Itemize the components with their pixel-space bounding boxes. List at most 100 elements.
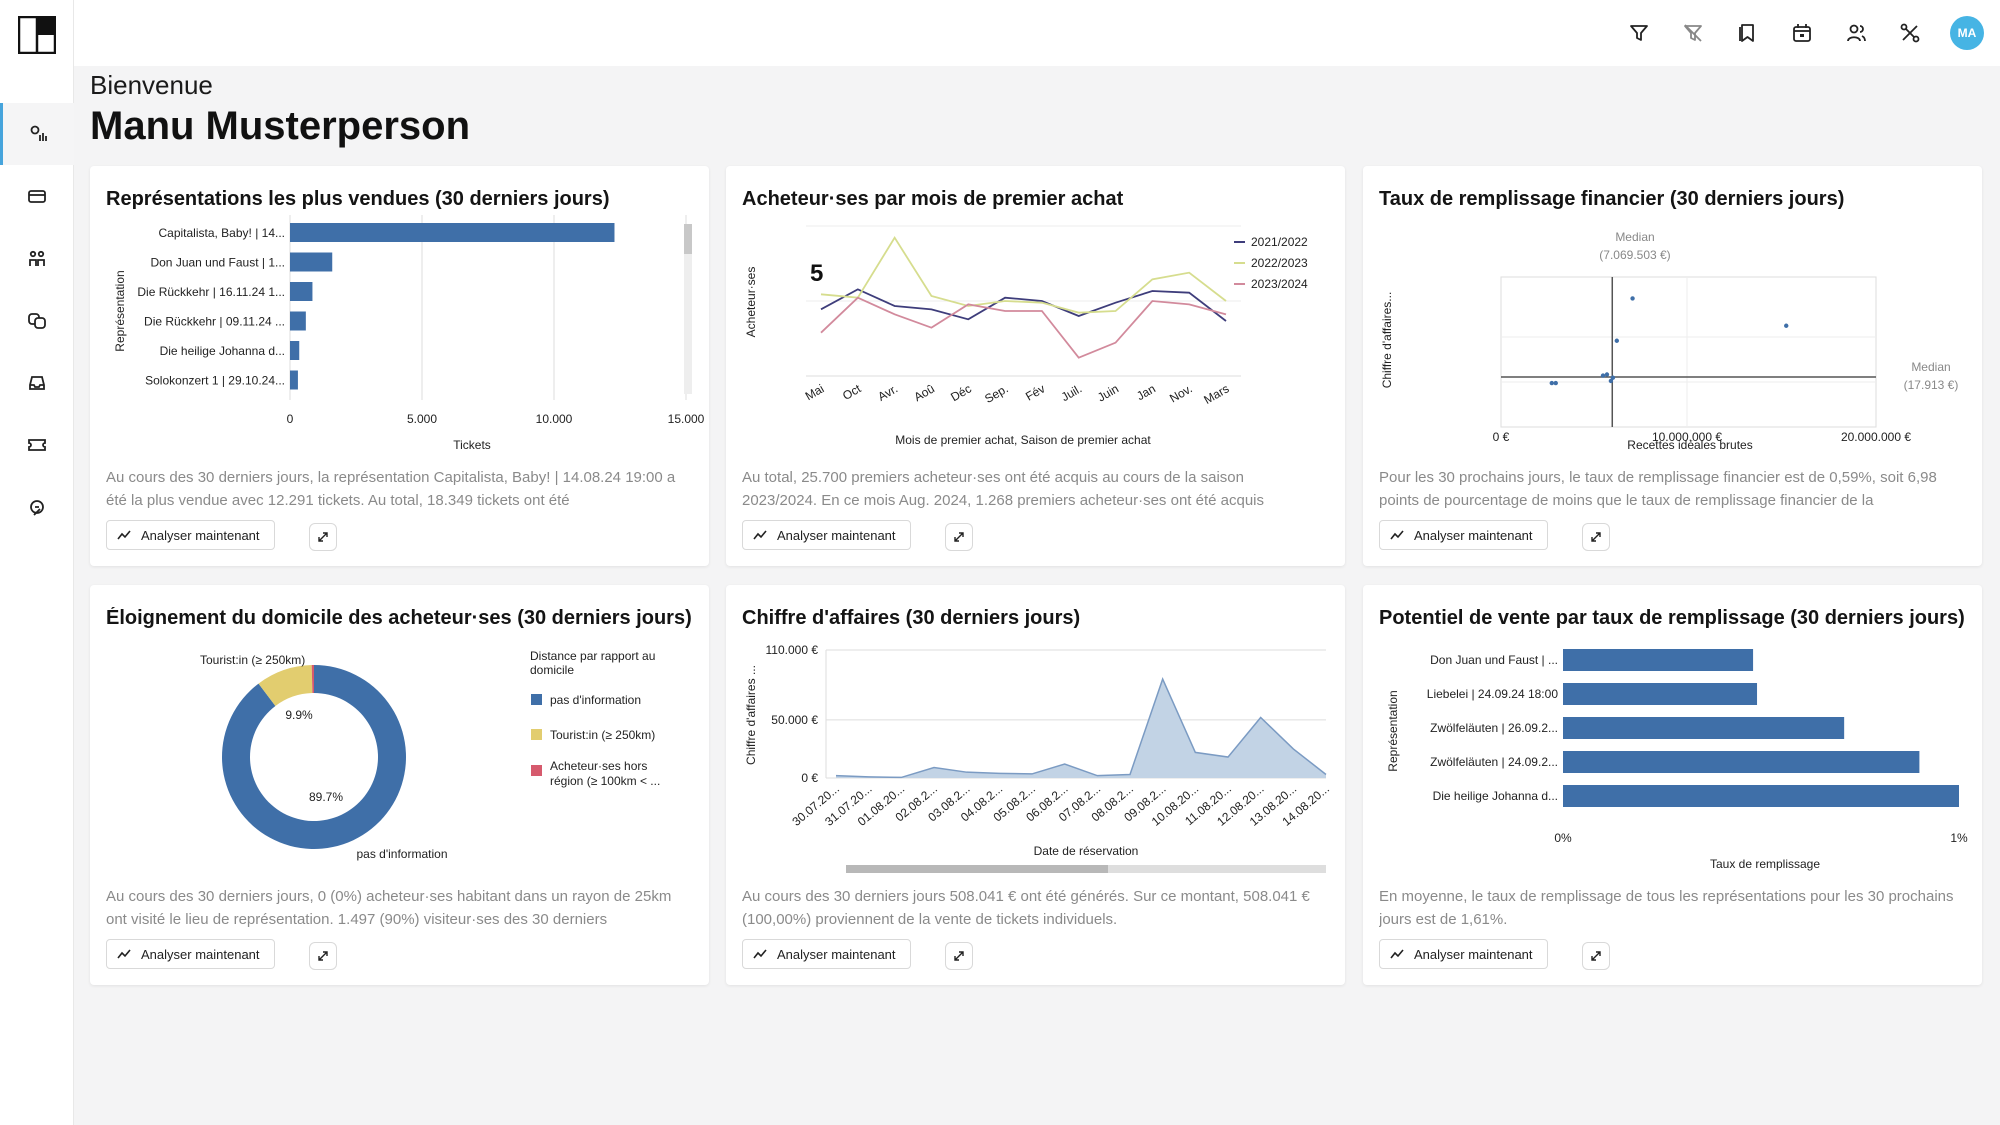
area-line xyxy=(835,677,1327,779)
tools-button[interactable] xyxy=(1894,17,1926,49)
sidebar-item-audience[interactable] xyxy=(0,228,74,290)
area-fill xyxy=(836,679,1326,778)
x-tick-label: 20.000.000 € xyxy=(1841,430,1911,444)
expand-icon xyxy=(318,532,328,542)
analyze-button-label: Analyser maintenant xyxy=(1414,946,1533,962)
expand-button[interactable] xyxy=(309,523,337,551)
scroll-thumb xyxy=(846,865,1108,873)
card-icon xyxy=(28,190,46,203)
slice-label: 9.9% xyxy=(285,708,313,722)
x-tick-label: Mars xyxy=(1201,381,1231,406)
analyze-button[interactable]: Analyser maintenant xyxy=(1379,939,1548,969)
y-axis-title: Chiffre d'affaires ... xyxy=(744,665,758,765)
series-line xyxy=(820,296,1227,359)
expand-button[interactable] xyxy=(1582,942,1610,970)
sidebar-item-inbox[interactable] xyxy=(0,352,74,414)
expand-button[interactable] xyxy=(945,942,973,970)
users-icon xyxy=(1847,24,1866,42)
analyze-button[interactable]: Analyser maintenant xyxy=(106,520,275,550)
x-axis-title: Taux de remplissage xyxy=(1710,857,1820,871)
x-tick-label: 10.000.000 € xyxy=(1652,430,1722,444)
theater-masks-icon xyxy=(28,313,46,329)
trend-icon xyxy=(117,530,131,540)
y-tick-label: Capitalista, Baby! | 14... xyxy=(158,226,285,240)
analytics-icon xyxy=(30,125,47,141)
card-summary: Pour les 30 prochains jours, le taux de … xyxy=(1379,469,1937,509)
x-tick-label: 5.000 xyxy=(407,412,437,426)
y-tick-label: Solokonzert 1 | 29.10.24... xyxy=(145,374,285,388)
sidebar-item-events[interactable] xyxy=(0,290,74,352)
filter-button[interactable] xyxy=(1623,17,1655,49)
sidebar-item-payments[interactable] xyxy=(0,165,74,227)
expand-button[interactable] xyxy=(309,942,337,970)
x-tick-label: Aoû xyxy=(911,381,936,404)
x-tick-label: 0 xyxy=(287,412,294,426)
trend-icon xyxy=(117,949,131,959)
y-tick-label: Liebelei | 24.09.24 18:00 xyxy=(1427,687,1559,701)
scatter-point xyxy=(1553,380,1558,386)
sidebar xyxy=(0,0,74,1125)
y-axis-title: Acheteur·ses xyxy=(744,267,758,338)
page-title: Manu Musterperson xyxy=(90,104,471,148)
outer-label: pas d'information xyxy=(356,847,447,861)
top-bar xyxy=(74,0,2000,66)
app-logo[interactable] xyxy=(17,15,57,55)
calendar-button[interactable] xyxy=(1786,17,1818,49)
y-tick-label: Die heilige Johanna d... xyxy=(160,344,285,358)
y-tick-label: Don Juan und Faust | 1... xyxy=(150,256,285,270)
clear-filter-icon xyxy=(1684,24,1702,42)
bookmarks-button[interactable] xyxy=(1731,17,1763,49)
y-tick-label: Die heilige Johanna d... xyxy=(1433,789,1558,803)
legend-label: 2022/2023 xyxy=(1251,256,1308,270)
y-tick-label: 5 xyxy=(810,260,823,287)
x-tick-label: 1% xyxy=(1950,831,1968,845)
sidebar-item-analytics[interactable] xyxy=(0,103,74,165)
buyer-distance-chart: 89.7% 9.9% pas d'information Tourist:in (≥ … xyxy=(200,649,660,861)
legend-swatch xyxy=(531,694,542,705)
bar xyxy=(1563,785,1959,807)
x-axis-title: Tickets xyxy=(453,438,491,452)
legend-label: pas d'information xyxy=(550,693,641,707)
scatter-point xyxy=(1610,375,1616,380)
bar xyxy=(1563,649,1754,671)
card-buyer-distance: Éloignement du domicile des acheteur·ses… xyxy=(90,585,709,985)
x-tick-label: Juil. xyxy=(1059,381,1084,404)
expand-button[interactable] xyxy=(945,523,973,551)
revenue-chart: 110.000 €50.000 €0 €30.07.20...31.07.20.… xyxy=(744,643,1332,873)
clear-filter-button[interactable] xyxy=(1677,17,1709,49)
x-tick-label: 0 € xyxy=(1493,430,1510,444)
series-line xyxy=(820,288,1227,322)
legend-label: 2023/2024 xyxy=(1251,277,1308,291)
pie-slice xyxy=(222,665,407,849)
median-x-label: Median xyxy=(1615,230,1654,244)
analyze-button[interactable]: Analyser maintenant xyxy=(106,939,275,969)
y-axis-title: Représentation xyxy=(1386,690,1400,771)
bar xyxy=(290,311,306,331)
users-button[interactable] xyxy=(1840,17,1872,49)
x-axis-title: Recettes idéales brutes xyxy=(1627,438,1752,452)
sidebar-item-explore[interactable] xyxy=(0,477,74,539)
sales-potential-chart: Don Juan und Faust | ... Liebelei | 24.09… xyxy=(1386,649,1968,871)
bar xyxy=(290,341,300,360)
expand-button[interactable] xyxy=(1582,523,1610,551)
outer-label: Tourist:in (≥ 250km) xyxy=(200,653,305,667)
y-tick-label: Zwölfeläuten | 24.09.2... xyxy=(1430,755,1558,769)
bar xyxy=(290,252,333,272)
avatar[interactable]: MA xyxy=(1950,16,1984,50)
bar xyxy=(290,223,615,242)
scatter-point xyxy=(1614,338,1620,343)
median-y-label: Median xyxy=(1911,360,1950,374)
card-revenue: Chiffre d'affaires (30 derniers jours) 1… xyxy=(726,585,1345,985)
analyze-button[interactable]: Analyser maintenant xyxy=(1379,520,1548,550)
legend-label: région (≥ 100km < ... xyxy=(550,774,660,788)
legend-label: Tourist:in (≥ 250km) xyxy=(550,728,655,742)
x-axis-title: Date de réservation xyxy=(1034,844,1139,858)
sidebar-item-tickets[interactable] xyxy=(0,414,74,476)
scatter-point xyxy=(1604,372,1610,377)
scatter-point xyxy=(1630,296,1635,301)
scatter-point xyxy=(1608,378,1614,384)
analyze-button[interactable]: Analyser maintenant xyxy=(742,939,911,969)
analyze-button[interactable]: Analyser maintenant xyxy=(742,520,911,550)
median-x-value: (7.069.503 €) xyxy=(1599,248,1670,262)
y-tick-label: Zwölfeläuten | 26.09.2... xyxy=(1430,721,1558,735)
